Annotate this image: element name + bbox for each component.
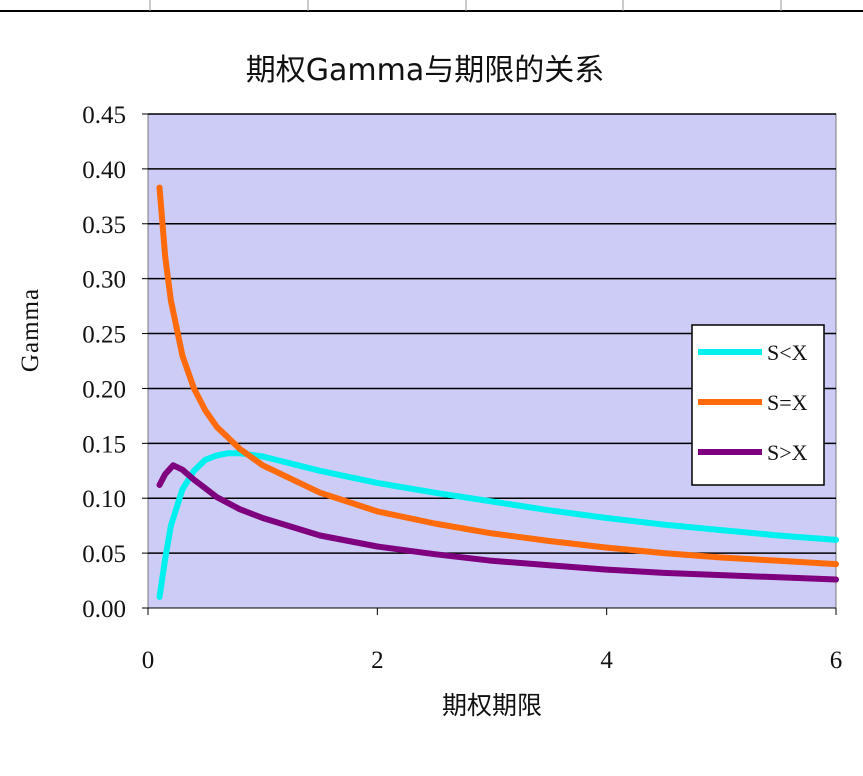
y-tick-label: 0.10 xyxy=(82,486,126,513)
series-line-2 xyxy=(156,184,839,568)
x-tick-label: 4 xyxy=(600,647,613,674)
series-line-3 xyxy=(156,462,839,583)
y-tick-label: 0.40 xyxy=(82,157,126,184)
chart-title: 期权Gamma与期限的关系 xyxy=(246,53,604,88)
y-tick-label: 0.05 xyxy=(82,541,126,568)
y-tick-label: 0.35 xyxy=(82,212,126,239)
y-tick-label: 0.00 xyxy=(82,596,126,623)
x-axis-ticks: 0 2 4 6 xyxy=(142,607,843,674)
x-axis-label: 期权期限 xyxy=(442,691,542,720)
series-line-1 xyxy=(156,450,839,600)
x-tick-label: 6 xyxy=(830,647,843,674)
y-tick-label: 0.20 xyxy=(82,376,126,403)
series-lines xyxy=(156,184,839,600)
legend-label-2: S=X xyxy=(767,390,808,415)
y-axis-label: Gamma xyxy=(17,288,44,372)
y-tick-label: 0.15 xyxy=(82,431,126,458)
legend: S<X S=X S>X xyxy=(691,324,825,486)
y-tick-label: 0.25 xyxy=(82,322,126,349)
y-tick-label: 0.30 xyxy=(82,267,126,294)
legend-label-1: S<X xyxy=(767,340,808,365)
y-axis-ticks: 0.00 0.05 0.10 0.15 0.20 0.25 0.30 0.35 0.40 0.45 xyxy=(82,102,148,623)
sheet-top-border xyxy=(0,0,863,12)
legend-label-3: S>X xyxy=(767,440,808,465)
x-tick-label: 0 xyxy=(142,647,155,674)
y-tick-label: 0.45 xyxy=(82,102,126,129)
x-tick-label: 2 xyxy=(371,647,384,674)
